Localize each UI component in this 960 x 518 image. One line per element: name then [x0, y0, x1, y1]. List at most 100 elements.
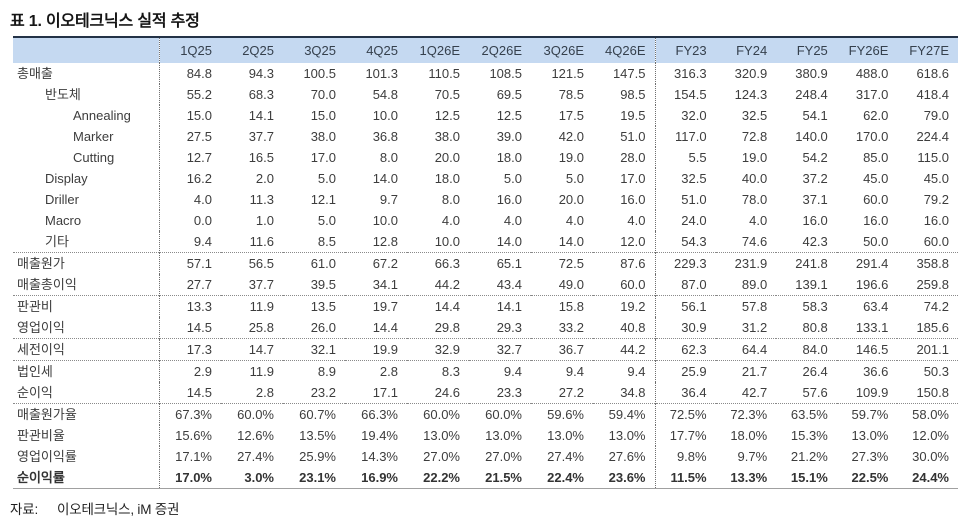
cell-value: 36.4: [681, 385, 707, 400]
cell-value: 14.1: [469, 295, 531, 317]
cell-value: 9.7: [379, 192, 398, 207]
cell-value: 16.0: [496, 192, 522, 207]
cell-value: 4.0: [593, 210, 656, 231]
cell-value: 68.3: [248, 87, 274, 102]
row-label: 기타: [13, 231, 160, 253]
cell-value: 44.2: [593, 338, 656, 361]
cell-value: 108.5: [489, 66, 522, 81]
cell-value: 58.0%: [897, 403, 958, 425]
cell-value: 66.3: [407, 252, 469, 274]
cell-value: 4.0: [565, 213, 584, 228]
cell-value: 201.1: [897, 338, 958, 361]
cell-value: 11.9: [221, 360, 283, 382]
cell-value: 23.3: [496, 385, 522, 400]
column-header: 2Q25: [221, 37, 283, 63]
column-header: FY25: [776, 37, 837, 63]
cell-value: 26.4: [776, 360, 837, 382]
cell-value: 10.0: [434, 234, 460, 249]
cell-value: 36.7: [531, 338, 593, 361]
column-header: 4Q25: [345, 37, 407, 63]
cell-value: 25.9: [655, 360, 716, 382]
cell-value: 54.1: [802, 108, 828, 123]
cell-value: 17.0%: [175, 470, 212, 485]
cell-value: 39.5: [310, 277, 336, 292]
cell-value: 16.9%: [361, 470, 398, 485]
cell-value: 56.1: [655, 295, 716, 317]
cell-value: 15.3%: [790, 428, 828, 443]
cell-value: 24.4%: [912, 470, 949, 485]
cell-value: 49.0: [558, 277, 584, 292]
header-row: 1Q25 2Q25 3Q25 4Q25 1Q26E 2Q26E 3Q26E 4Q26E FY23…: [13, 37, 958, 63]
cell-value: 57.8: [715, 295, 777, 317]
row-label: 순이익률: [13, 467, 160, 489]
cell-value: 33.2: [558, 320, 584, 335]
cell-value: 42.3: [802, 234, 828, 249]
cell-value: 22.4%: [547, 470, 584, 485]
cell-value: 30.9: [681, 320, 707, 335]
cell-value: 45.0: [923, 171, 949, 186]
cell-value: 27.0%: [423, 449, 460, 464]
column-header: [13, 37, 160, 63]
cell-value: 13.3: [159, 295, 221, 317]
cell-value: 62.3: [655, 338, 716, 361]
cell-value: 316.3: [674, 66, 707, 81]
cell-value: 16.5: [248, 150, 274, 165]
cell-value: 418.4: [916, 87, 949, 102]
cell-value: 196.6: [855, 277, 889, 292]
cell-value: 248.4: [795, 87, 828, 102]
cell-value: 22.5%: [851, 470, 889, 485]
cell-value: 320.9: [734, 66, 768, 81]
cell-value: 34.1: [372, 277, 398, 292]
table-row: 순이익 14.5 2.8 23.2 17.1 24.6 23.3 27.2 34.8 36.4 42…: [13, 382, 958, 404]
cell-value: 19.0: [558, 150, 584, 165]
row-label: Driller: [13, 189, 160, 210]
cell-value: 11.3: [249, 192, 274, 207]
cell-value: 40.0: [741, 171, 768, 186]
table-row: 기타 9.4 11.6 8.5 12.8 10.0 14.0 14.0 12.0 54.3 74.6…: [13, 231, 958, 253]
cell-value: 59.6%: [531, 403, 593, 425]
cell-value: 121.5: [551, 66, 584, 81]
cell-value: 488.0: [855, 66, 889, 81]
cell-value: 115.0: [917, 150, 949, 165]
cell-value: 42.7: [741, 385, 768, 400]
cell-value: 87.6: [593, 252, 656, 274]
cell-value: 32.7: [469, 338, 531, 361]
cell-value: 18.0: [496, 150, 522, 165]
cell-value: 89.0: [741, 277, 768, 292]
cell-value: 12.0: [593, 231, 656, 253]
cell-value: 60.0: [593, 274, 656, 296]
cell-value: 32.5: [741, 108, 768, 123]
table-row: Display 16.2 2.0 5.0 14.0 18.0 5.0 5.0 17.0 32.5 4…: [13, 168, 958, 189]
row-label: 매출총이익: [13, 274, 160, 296]
source-text: 이오테크닉스, iM 증권: [57, 502, 180, 517]
cell-value: 4.0: [503, 213, 522, 228]
cell-value: 14.3%: [361, 449, 398, 464]
cell-value: 13.5%: [299, 428, 336, 443]
column-header: FY27E: [897, 37, 958, 63]
cell-value: 259.8: [916, 277, 949, 292]
cell-value: 18.0: [434, 171, 460, 186]
cell-value: 317.0: [855, 87, 889, 102]
cell-value: 37.7: [248, 277, 274, 292]
cell-value: 14.5: [186, 320, 212, 335]
cell-value: 358.8: [897, 252, 958, 274]
cell-value: 10.0: [372, 108, 398, 123]
cell-value: 13.0%: [547, 428, 584, 443]
cell-value: 55.2: [186, 87, 212, 102]
cell-value: 32.5: [681, 171, 707, 186]
table-row: 세전이익 17.3 14.7 32.1 19.9 32.9 32.7 36.7 44.2 62.3…: [13, 338, 958, 361]
cell-value: 74.2: [897, 295, 958, 317]
cell-value: 29.8: [434, 320, 460, 335]
cell-value: 19.7: [345, 295, 407, 317]
row-label: 판관비: [13, 295, 160, 317]
source-label: 자료:: [10, 502, 38, 517]
cell-value: 50.3: [897, 360, 958, 382]
cell-value: 25.8: [248, 320, 274, 335]
cell-value: 13.0%: [851, 428, 889, 443]
cell-value: 4.0: [193, 192, 212, 207]
cell-value: 5.0: [317, 171, 336, 186]
cell-value: 13.0%: [485, 428, 522, 443]
cell-value: 27.2: [558, 385, 584, 400]
cell-value: 124.3: [734, 87, 768, 102]
cell-value: 64.4: [715, 338, 777, 361]
